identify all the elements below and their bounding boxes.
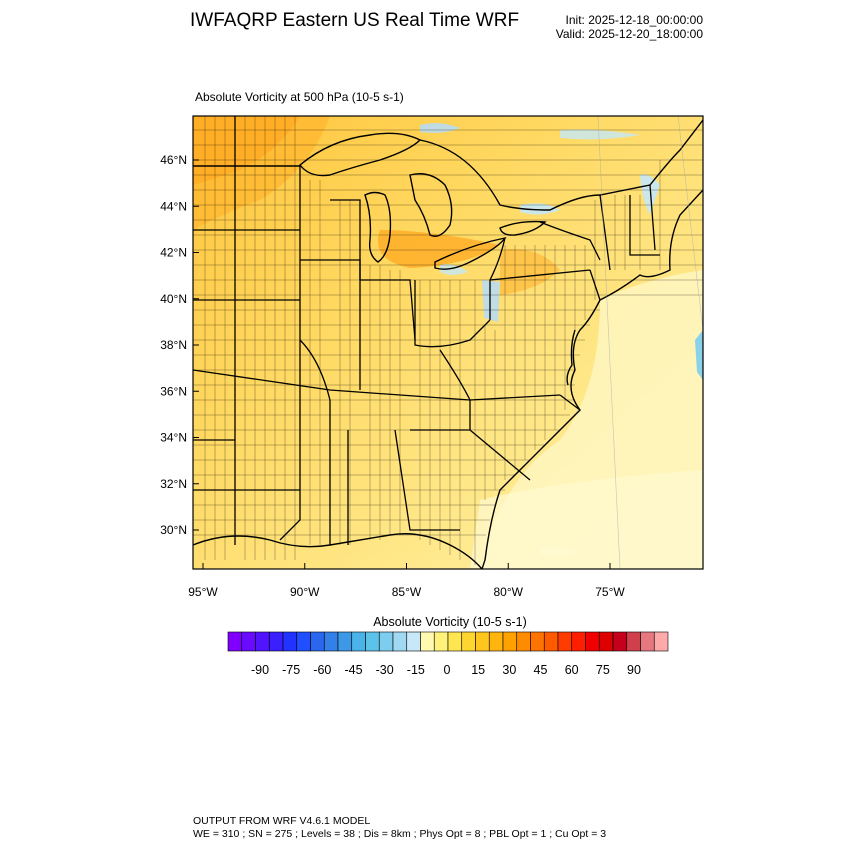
colorbar-swatch <box>516 631 531 652</box>
colorbar-swatch <box>653 631 669 652</box>
lon-tick-label: 95°W <box>188 585 218 599</box>
map-plot: 46°N 44°N 42°N 40°N 38°N 36°N 34°N 32°N 30°N 95°… <box>160 115 704 652</box>
colorbar-swatch <box>598 631 614 652</box>
colorbar-label: -30 <box>375 663 394 677</box>
colorbar-label: 45 <box>533 663 548 677</box>
colorbar-swatch <box>365 631 380 652</box>
latitude-axis: 46°N 44°N 42°N 40°N 38°N 36°N 34°N 32°N 30°N <box>160 153 199 537</box>
colorbar-swatch <box>626 631 641 652</box>
colorbar-swatch <box>296 631 311 652</box>
colorbar-label: 90 <box>627 663 641 677</box>
colorbar-label: 75 <box>595 663 610 677</box>
lat-tick-label: 40°N <box>160 292 187 306</box>
lon-tick-label: 80°W <box>494 585 524 599</box>
main-title: IWFAQRP Eastern US Real Time WRF <box>190 10 520 31</box>
valid-time: Valid: 2025-12-20_18:00:00 <box>555 27 703 41</box>
lat-tick-label: 34°N <box>160 431 187 445</box>
colorbar-swatch <box>378 631 394 652</box>
colorbar-swatch <box>227 631 243 652</box>
colorbar-swatch <box>392 631 408 652</box>
colorbar-swatch <box>282 631 298 652</box>
lon-tick-label: 75°W <box>595 585 625 599</box>
lat-tick-label: 44°N <box>160 199 187 213</box>
lat-tick-label: 46°N <box>160 153 187 167</box>
colorbar-swatch <box>475 631 490 652</box>
colorbar-label: -45 <box>344 663 363 677</box>
longitude-axis: 95°W 90°W 85°W 80°W 75°W <box>188 563 625 599</box>
map-frame <box>192 115 704 570</box>
lat-tick-label: 42°N <box>160 246 187 260</box>
model-info-line-2: WE = 310 ; SN = 275 ; Levels = 38 ; Dis … <box>193 828 607 840</box>
model-info-line-1: OUTPUT FROM WRF V4.6.1 MODEL <box>193 815 371 827</box>
colorbar-title: Absolute Vorticity (10-5 s-1) <box>373 615 527 629</box>
colorbar-swatch <box>461 631 476 652</box>
colorbar-swatch <box>447 631 463 652</box>
colorbar-swatch <box>268 631 284 652</box>
vorticity-field <box>193 116 703 569</box>
colorbar-swatch <box>530 631 545 652</box>
colorbar-swatch <box>323 631 339 652</box>
colorbar-label: -75 <box>282 663 301 677</box>
lat-tick-label: 30°N <box>160 523 187 537</box>
colorbar-label: 60 <box>564 663 579 677</box>
colorbar-swatch <box>420 631 435 652</box>
colorbar-swatch <box>241 631 256 652</box>
colorbar-label: 15 <box>471 663 486 677</box>
lon-tick-label: 85°W <box>392 585 422 599</box>
colorbar-swatch <box>488 631 504 652</box>
colorbar-swatch <box>585 631 600 652</box>
field-title: Absolute Vorticity at 500 hPa (10-5 s-1) <box>195 90 404 104</box>
colorbar-swatch <box>502 631 518 652</box>
colorbar-swatch <box>640 631 655 652</box>
colorbar-swatch <box>557 631 573 652</box>
colorbar <box>227 631 669 652</box>
lon-tick-label: 90°W <box>290 585 320 599</box>
colorbar-swatch <box>310 631 325 652</box>
colorbar-label: -15 <box>406 663 425 677</box>
lat-tick-label: 38°N <box>160 338 187 352</box>
colorbar-labels: -90 -75 -60 -45 -30 -15 0 15 30 45 60 75 90 <box>0 663 850 679</box>
colorbar-swatch <box>543 631 559 652</box>
colorbar-swatch <box>406 631 421 652</box>
colorbar-swatch <box>337 631 353 652</box>
colorbar-label: -60 <box>313 663 332 677</box>
colorbar-swatch <box>255 631 270 652</box>
colorbar-label: 30 <box>502 663 517 677</box>
init-time: Init: 2025-12-18_00:00:00 <box>565 13 703 27</box>
colorbar-swatch <box>612 631 628 652</box>
colorbar-label: -90 <box>250 663 270 677</box>
colorbar-swatch <box>433 631 449 652</box>
lat-tick-label: 32°N <box>160 477 187 491</box>
lat-tick-label: 36°N <box>160 384 187 398</box>
colorbar-label: 0 <box>443 663 451 677</box>
colorbar-swatch <box>571 631 586 652</box>
colorbar-swatch <box>351 631 366 652</box>
